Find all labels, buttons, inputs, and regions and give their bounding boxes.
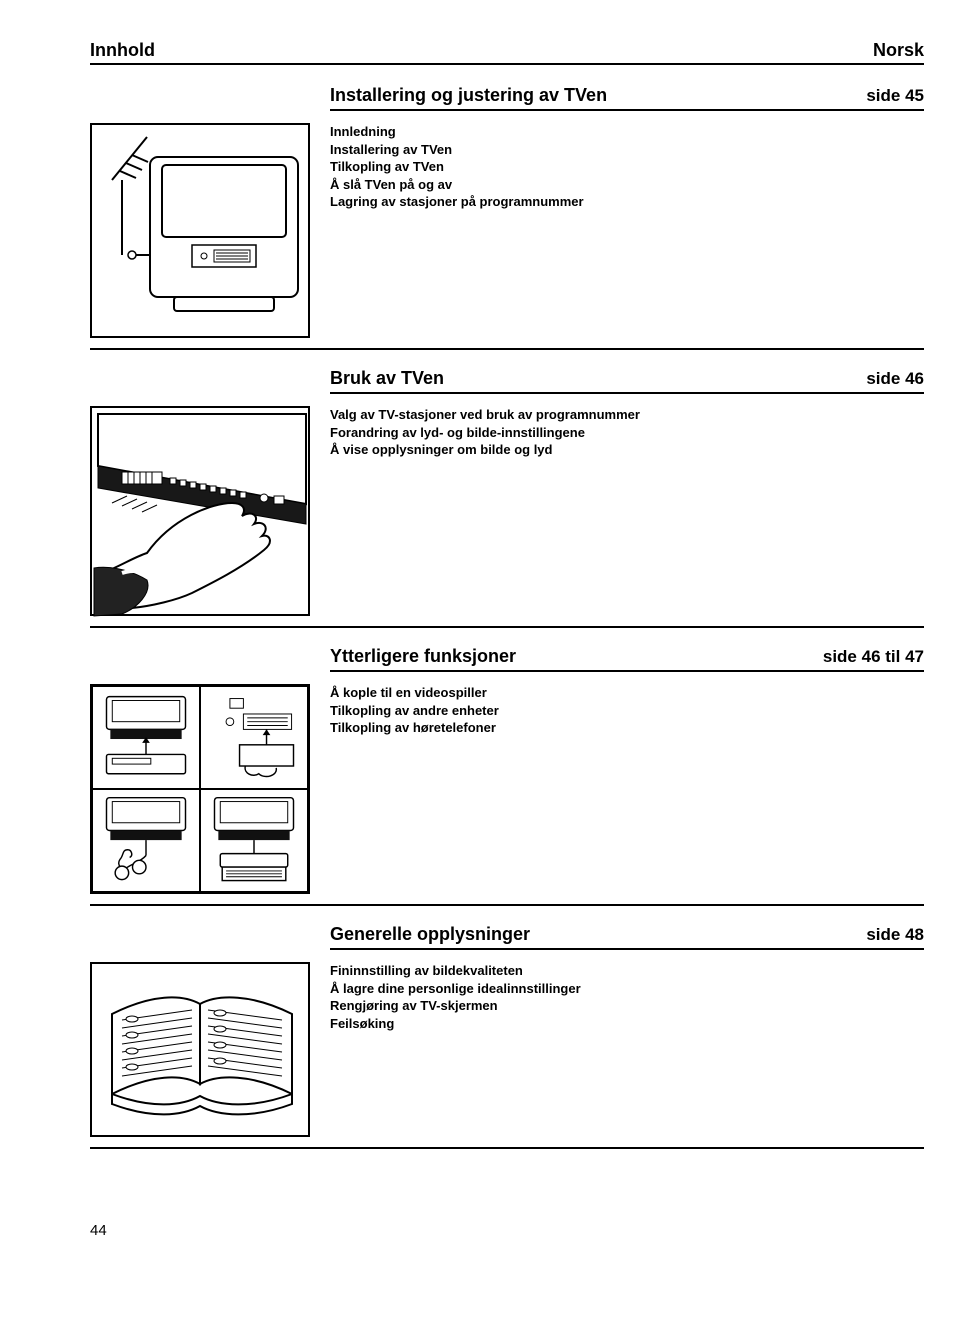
toc-item: Å slå TVen på og av xyxy=(330,176,584,194)
section-rule xyxy=(90,626,924,628)
connections-grid-icon xyxy=(90,684,310,894)
toc-item: Valg av TV-stasjoner ved bruk av program… xyxy=(330,406,640,424)
section-items: Innledning Installering av TVen Tilkopli… xyxy=(330,123,584,211)
section-title: Installering og justering av TVen xyxy=(330,85,607,106)
section-items: Valg av TV-stasjoner ved bruk av program… xyxy=(330,406,640,459)
hand-controls-icon xyxy=(90,406,310,616)
section-page-ref: side 46 til 47 xyxy=(823,647,924,667)
toc-item: Å vise opplysninger om bilde og lyd xyxy=(330,441,640,459)
toc-item: Tilkopling av TVen xyxy=(330,158,584,176)
section-installation: Installering og justering av TVen side 4… xyxy=(90,85,924,350)
toc-item: Fininnstilling av bildekvaliteten xyxy=(330,962,581,980)
section-page-ref: side 46 xyxy=(866,369,924,389)
toc-item: Rengjøring av TV-skjermen xyxy=(330,997,581,1015)
toc-item: Forandring av lyd- og bilde-innstillinge… xyxy=(330,424,640,442)
header-left: Innhold xyxy=(90,40,155,61)
section-page-ref: side 45 xyxy=(866,86,924,106)
section-title: Bruk av TVen xyxy=(330,368,444,389)
toc-item: Tilkopling av høretelefoner xyxy=(330,719,499,737)
header-right: Norsk xyxy=(873,40,924,61)
section-usage: Bruk av TVen side 46 xyxy=(90,368,924,628)
toc-item: Tilkopling av andre enheter xyxy=(330,702,499,720)
section-functions: Ytterligere funksjoner side 46 til 47 xyxy=(90,646,924,906)
section-header: Generelle opplysninger side 48 xyxy=(330,924,924,950)
section-header: Installering og justering av TVen side 4… xyxy=(330,85,924,111)
page-header: Innhold Norsk xyxy=(90,40,924,65)
toc-item: Innledning xyxy=(330,123,584,141)
section-rule xyxy=(90,904,924,906)
section-general: Generelle opplysninger side 48 xyxy=(90,924,924,1149)
section-rule xyxy=(90,348,924,350)
section-header: Ytterligere funksjoner side 46 til 47 xyxy=(330,646,924,672)
section-rule xyxy=(90,1147,924,1149)
section-items: Fininnstilling av bildekvaliteten Å lagr… xyxy=(330,962,581,1032)
section-title: Generelle opplysninger xyxy=(330,924,530,945)
page-number: 44 xyxy=(90,1222,107,1239)
toc-item: Å kople til en videospiller xyxy=(330,684,499,702)
toc-item: Lagring av stasjoner på programnummer xyxy=(330,193,584,211)
section-page-ref: side 48 xyxy=(866,925,924,945)
section-title: Ytterligere funksjoner xyxy=(330,646,516,667)
tv-antenna-icon xyxy=(90,123,310,338)
open-book-icon xyxy=(90,962,310,1137)
toc-item: Feilsøking xyxy=(330,1015,581,1033)
toc-item: Installering av TVen xyxy=(330,141,584,159)
toc-item: Å lagre dine personlige idealinnstilling… xyxy=(330,980,581,998)
section-items: Å kople til en videospiller Tilkopling a… xyxy=(330,684,499,737)
section-header: Bruk av TVen side 46 xyxy=(330,368,924,394)
